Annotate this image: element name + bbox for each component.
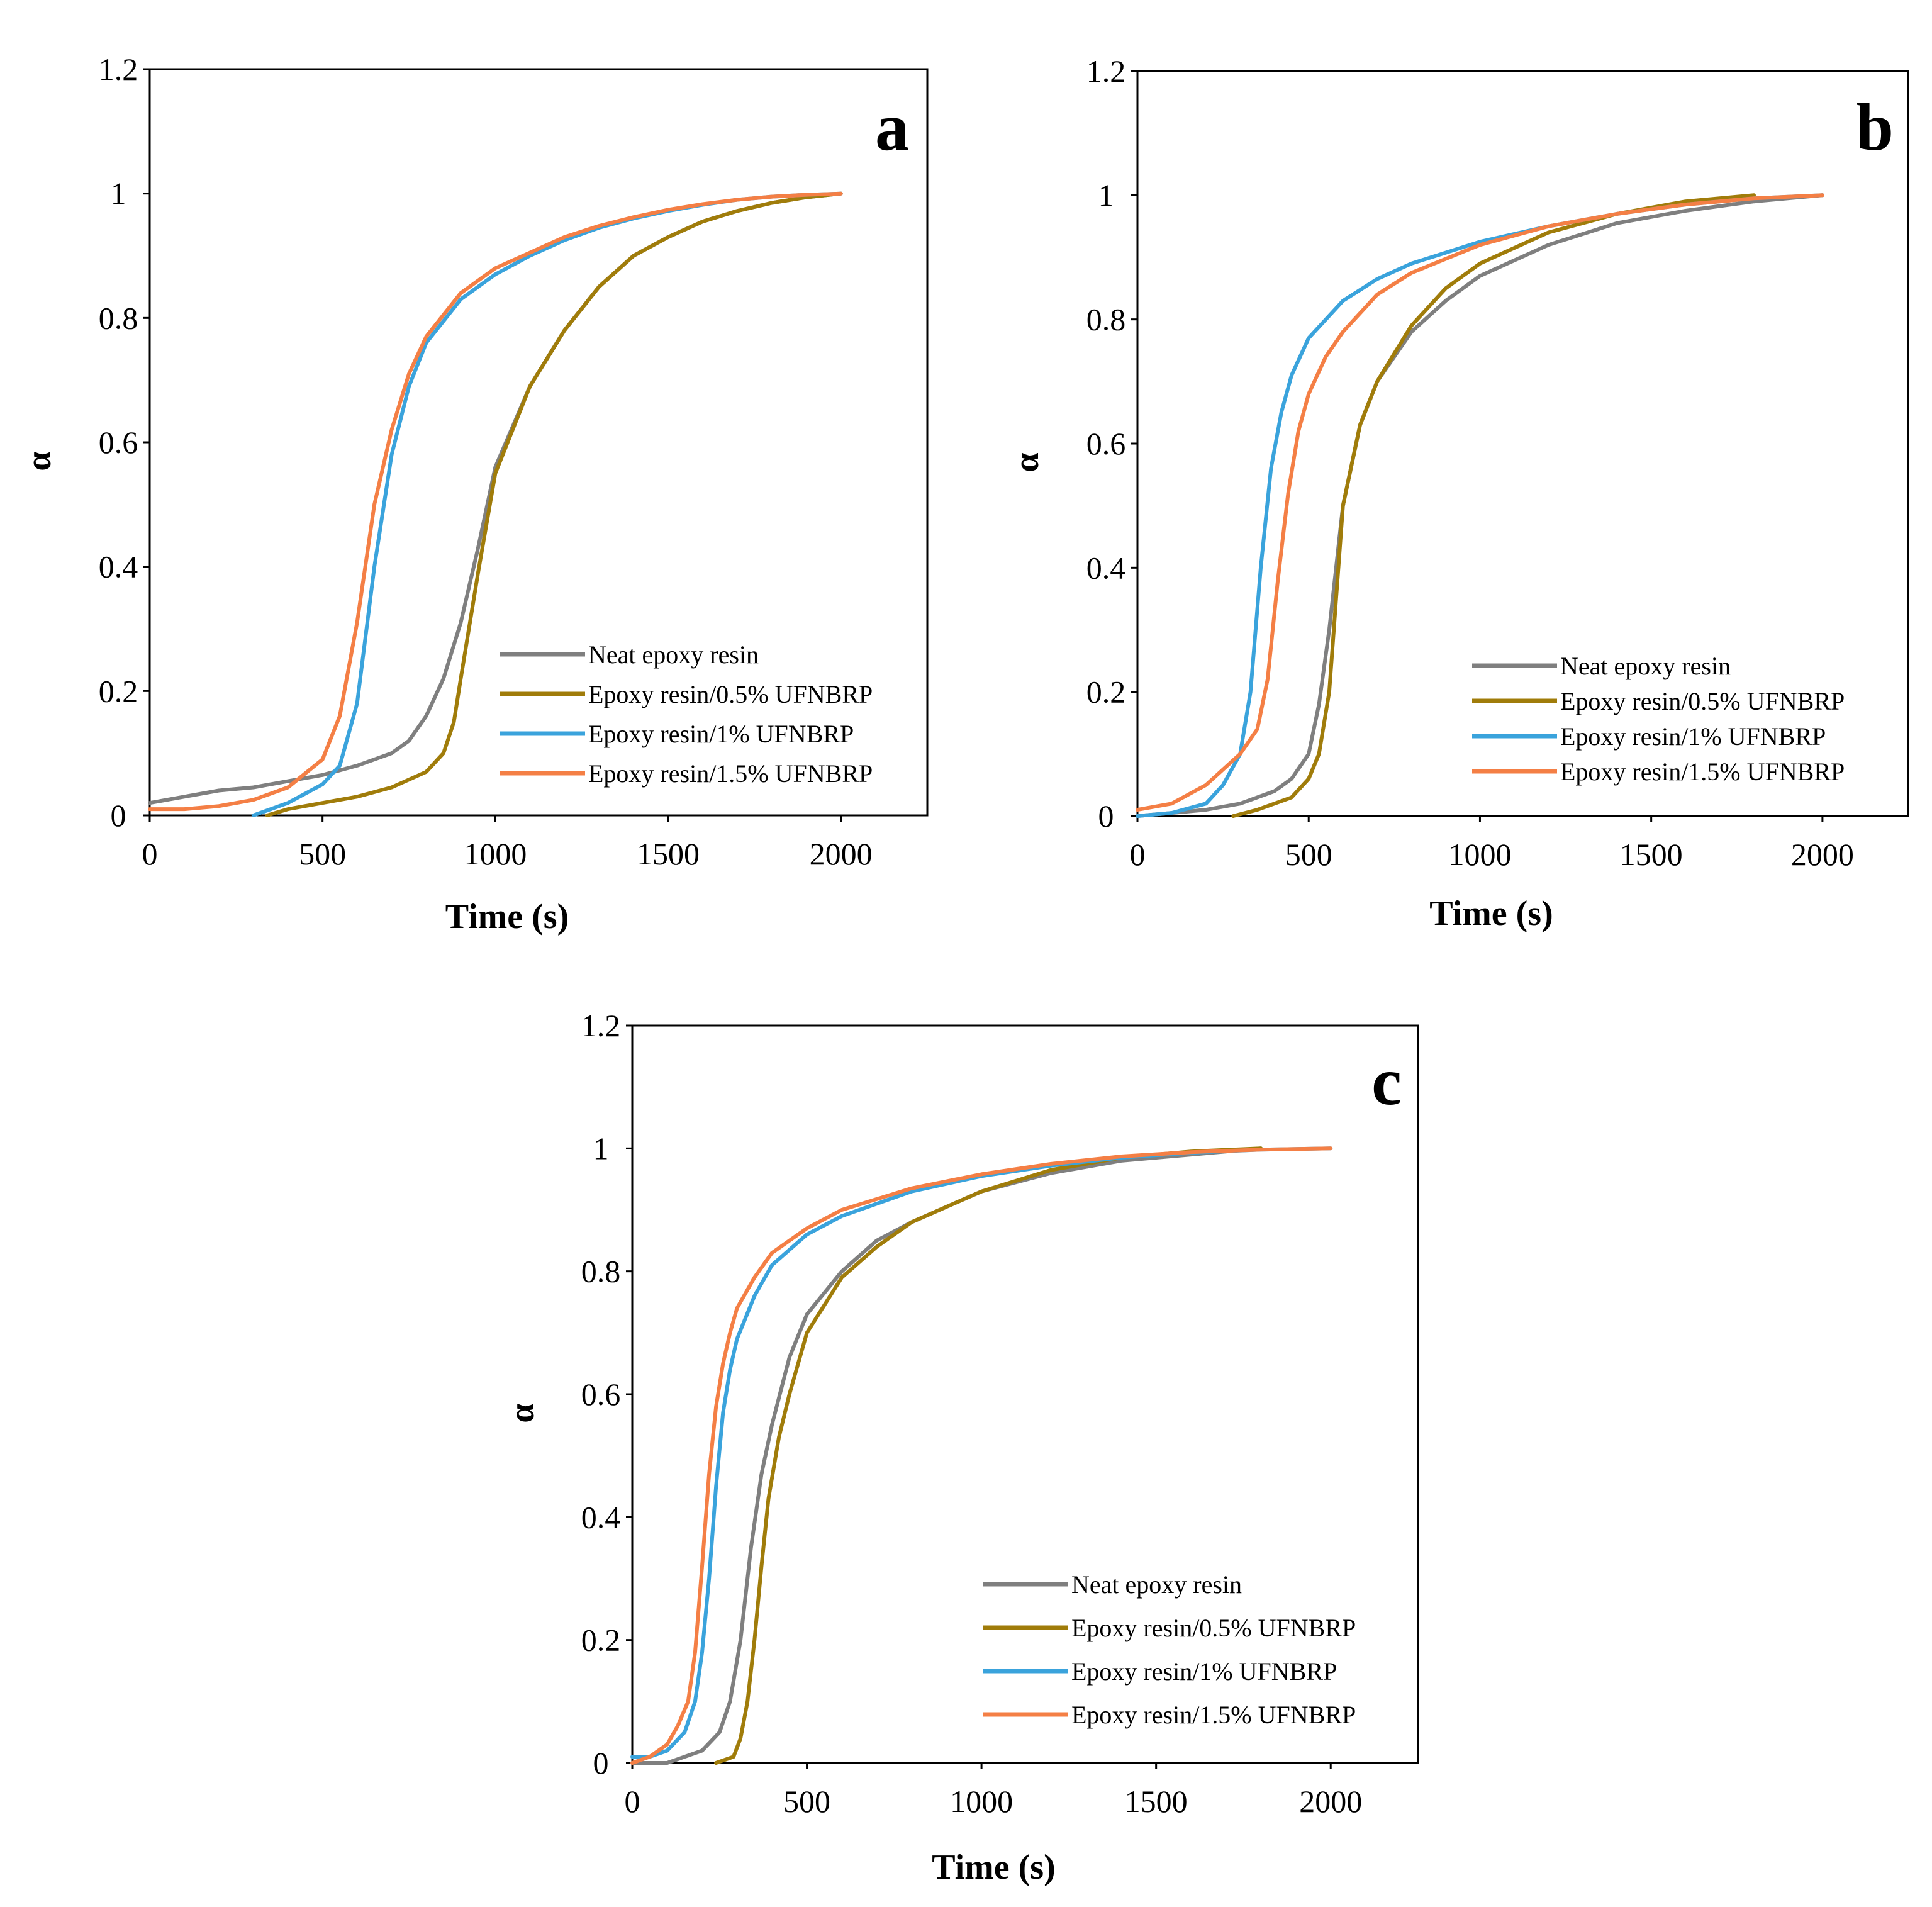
panel-label: c <box>1371 1044 1402 1119</box>
y-tick-label: 0.8 <box>1086 302 1126 337</box>
y-tick-label: 0.6 <box>581 1377 621 1412</box>
y-tick-label: 1 <box>111 176 126 211</box>
legend-label: Epoxy resin/1% UFNBRP <box>588 720 854 748</box>
legend-label: Epoxy resin/1.5% UFNBRP <box>588 759 873 788</box>
y-tick-label: 0.4 <box>99 549 138 584</box>
series-line-4 <box>630 1146 1333 1765</box>
x-tick-label: 1500 <box>637 836 700 871</box>
y-tick-label: 0.4 <box>1086 550 1126 585</box>
panel-label: a <box>875 90 909 165</box>
series-line-2 <box>714 1146 1263 1765</box>
x-tick-label: 2000 <box>1791 837 1854 872</box>
y-tick-label: 0.6 <box>1086 426 1126 461</box>
legend-label: Epoxy resin/1.5% UFNBRP <box>1071 1701 1356 1729</box>
legend-label: Epoxy resin/0.5% UFNBRP <box>1071 1614 1356 1642</box>
legend-label: Neat epoxy resin <box>588 640 759 669</box>
y-tick-label: 0.2 <box>581 1623 621 1658</box>
x-tick-label: 1000 <box>1448 837 1511 872</box>
x-tick-label: 500 <box>1285 837 1332 872</box>
x-tick-label: 1500 <box>1125 1784 1188 1819</box>
y-axis-title: α <box>503 1403 542 1423</box>
x-axis-title: Time (s) <box>1429 894 1553 933</box>
y-tick-label: 0.8 <box>99 300 138 335</box>
x-tick-label: 1500 <box>1620 837 1683 872</box>
series-line-4 <box>148 191 843 812</box>
chart-panel-a: 0 0.2 0.4 0.6 0.8 1 1.2 0 500 1000 1500 2000 Time (s… <box>20 52 929 936</box>
y-tick-label: 1.2 <box>99 52 138 87</box>
y-tick-label: 1.2 <box>1086 53 1126 89</box>
series-line-4 <box>1136 193 1824 812</box>
y-axis-title: α <box>20 451 59 471</box>
x-tick-label: 0 <box>142 836 158 871</box>
x-tick-label: 1000 <box>950 1784 1013 1819</box>
legend-label: Epoxy resin/0.5% UFNBRP <box>588 680 873 708</box>
series-line-1 <box>630 1146 1263 1765</box>
legend: Neat epoxy resin Epoxy resin/0.5% UFNBRP E… <box>1472 652 1845 786</box>
x-tick-label: 500 <box>783 1784 830 1819</box>
x-tick-label: 2000 <box>810 836 873 871</box>
y-tick-label: 0 <box>593 1745 609 1781</box>
x-axis-title: Time (s) <box>445 897 569 936</box>
y-tick-label: 1.2 <box>581 1008 621 1043</box>
panel-label: b <box>1856 90 1894 165</box>
y-tick-label: 0 <box>111 798 126 833</box>
y-tick-label: 0.2 <box>1086 674 1126 710</box>
legend-label: Neat epoxy resin <box>1071 1570 1242 1599</box>
legend-label: Epoxy resin/1.5% UFNBRP <box>1560 758 1845 786</box>
x-tick-label: 1000 <box>464 836 527 871</box>
y-tick-label: 0 <box>1098 798 1114 834</box>
chart-panel-b: 0 0.2 0.4 0.6 0.8 1 1.2 0 500 1000 1500 2000 Time (s… <box>1007 53 1909 933</box>
x-tick-label: 500 <box>299 836 346 871</box>
y-axis-title: α <box>1007 452 1046 472</box>
legend: Neat epoxy resin Epoxy resin/0.5% UFNBRP E… <box>500 640 873 788</box>
legend-label: Epoxy resin/1% UFNBRP <box>1560 722 1826 751</box>
x-axis-title: Time (s) <box>932 1848 1056 1887</box>
legend-label: Neat epoxy resin <box>1560 652 1731 680</box>
legend-label: Epoxy resin/1% UFNBRP <box>1071 1657 1337 1686</box>
y-tick-label: 1 <box>1098 177 1114 213</box>
y-tick-label: 1 <box>593 1131 609 1166</box>
y-tick-label: 0.2 <box>99 673 138 708</box>
y-tick-label: 0.6 <box>99 425 138 460</box>
legend: Neat epoxy resin Epoxy resin/0.5% UFNBRP E… <box>983 1570 1356 1729</box>
x-tick-label: 2000 <box>1299 1784 1362 1819</box>
y-tick-label: 0.8 <box>581 1254 621 1289</box>
x-tick-label: 0 <box>625 1784 640 1819</box>
y-tick-label: 0.4 <box>581 1499 621 1535</box>
chart-panel-c: 0 0.2 0.4 0.6 0.8 1 1.2 0 500 1000 1500 2000 Time (s… <box>503 1008 1419 1887</box>
x-tick-label: 0 <box>1130 837 1146 872</box>
legend-label: Epoxy resin/0.5% UFNBRP <box>1560 687 1845 715</box>
series-line-2 <box>1231 193 1756 818</box>
series-line-2 <box>265 191 843 817</box>
